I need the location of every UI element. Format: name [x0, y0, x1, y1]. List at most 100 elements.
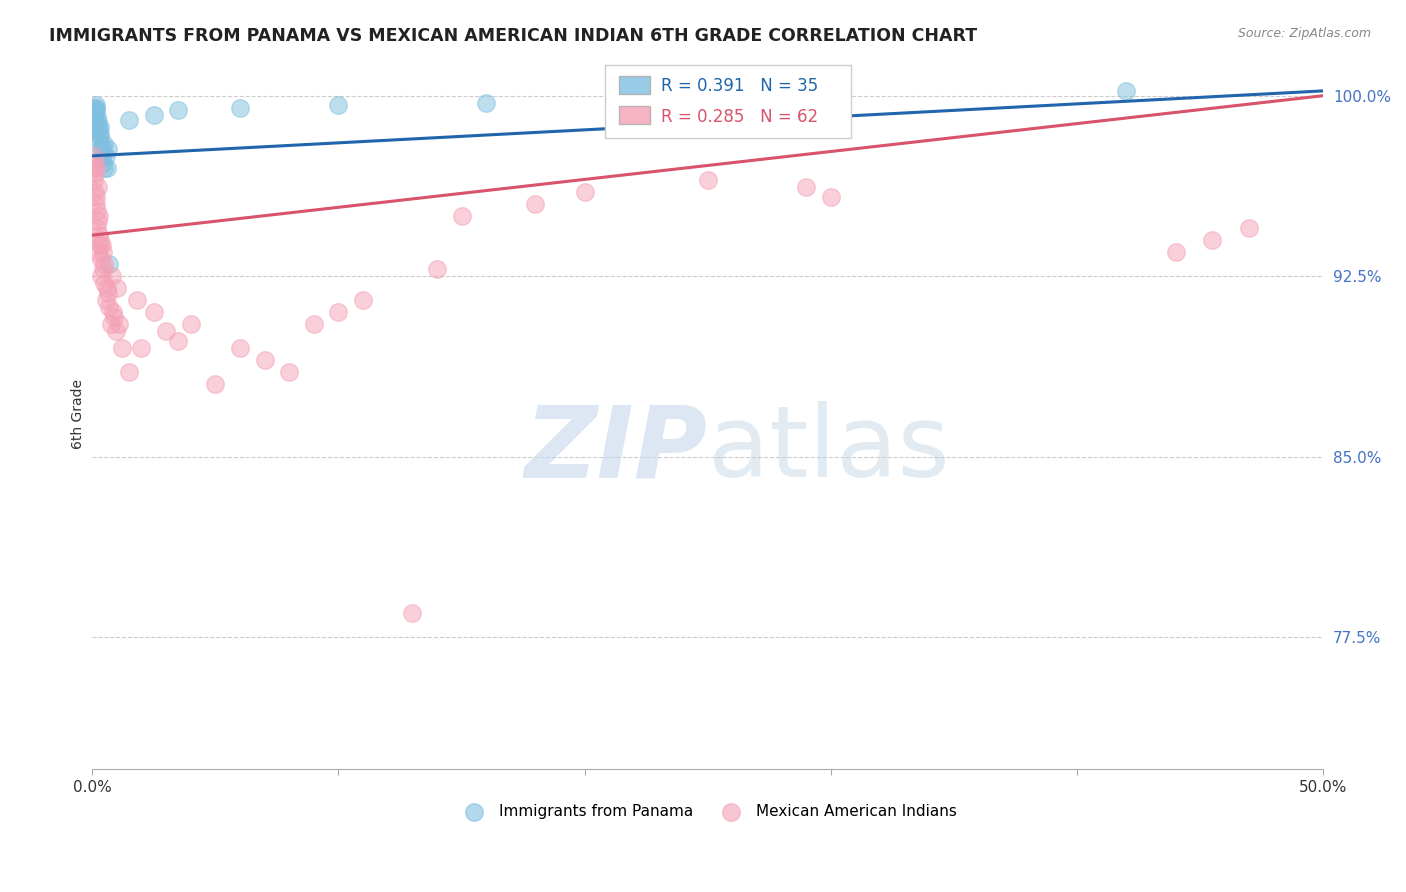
Point [97, 142, 120, 156]
Point [142, 108, 165, 122]
Point [84, 161, 107, 175]
Point [82, 161, 104, 175]
Point [93, 277, 115, 291]
Point [302, 317, 325, 331]
Text: R = 0.285   N = 62: R = 0.285 N = 62 [661, 108, 818, 126]
Point [83, 149, 105, 163]
Point [253, 353, 276, 368]
Point [90, 149, 112, 163]
Point [524, 197, 547, 211]
Point [83, 173, 105, 187]
Point [278, 365, 301, 379]
Point [89, 129, 111, 144]
Point [93, 136, 115, 151]
Point [84, 105, 107, 120]
Point [91, 156, 114, 170]
Point [475, 95, 498, 110]
Point [91, 261, 114, 276]
Point [98, 257, 121, 271]
Point [93, 161, 115, 175]
Point [87, 245, 110, 260]
Point [574, 185, 596, 199]
Point [167, 334, 190, 348]
Point [94, 293, 117, 308]
Point [83, 166, 105, 180]
Text: Source: ZipAtlas.com: Source: ZipAtlas.com [1237, 27, 1371, 40]
Point [91, 139, 114, 153]
Point [820, 190, 842, 204]
Point [89, 120, 111, 134]
Point [86, 118, 108, 132]
Point [87, 115, 110, 129]
Legend: Immigrants from Panama, Mexican American Indians: Immigrants from Panama, Mexican American… [453, 798, 963, 825]
Point [89, 127, 111, 141]
Point [82, 108, 104, 122]
Point [91, 146, 114, 161]
Point [86, 103, 108, 117]
Point [84, 98, 107, 112]
Point [89, 237, 111, 252]
Point [204, 377, 226, 392]
Point [1201, 233, 1223, 247]
Point [142, 305, 165, 319]
Point [86, 214, 108, 228]
Point [83, 101, 105, 115]
Point [108, 317, 131, 331]
Point [105, 281, 128, 295]
Point [229, 101, 252, 115]
Point [83, 112, 105, 127]
Point [155, 325, 177, 339]
Point [328, 305, 350, 319]
Point [180, 317, 202, 331]
Point [84, 185, 107, 199]
Point [111, 341, 134, 355]
Point [450, 209, 472, 223]
Point [91, 237, 114, 252]
Point [101, 269, 124, 284]
Point [94, 149, 117, 163]
Point [86, 221, 108, 235]
Point [87, 209, 110, 223]
Point [96, 161, 118, 175]
Text: R = 0.391   N = 35: R = 0.391 N = 35 [661, 77, 818, 95]
Point [84, 101, 107, 115]
Text: ZIP: ZIP [524, 401, 707, 499]
Point [90, 269, 112, 284]
Point [90, 252, 112, 267]
Point [93, 257, 115, 271]
Point [87, 122, 110, 136]
Point [87, 132, 110, 146]
Point [131, 341, 153, 355]
Point [352, 293, 374, 308]
Point [103, 310, 125, 324]
Point [1115, 84, 1137, 98]
Point [86, 190, 108, 204]
Point [86, 111, 108, 125]
Point [87, 228, 110, 243]
Point [90, 142, 112, 156]
Point [401, 606, 423, 620]
Point [696, 173, 718, 187]
Point [89, 233, 111, 247]
Point [229, 341, 252, 355]
Point [97, 285, 120, 300]
Point [1239, 221, 1261, 235]
Point [87, 180, 110, 194]
Point [84, 156, 107, 170]
Point [98, 301, 121, 315]
Point [118, 112, 141, 127]
Point [623, 101, 645, 115]
Y-axis label: 6th Grade: 6th Grade [72, 379, 86, 450]
Text: atlas: atlas [707, 401, 949, 499]
Point [125, 293, 148, 308]
Point [118, 365, 141, 379]
Point [104, 325, 127, 339]
Point [96, 281, 118, 295]
Point [84, 197, 107, 211]
Point [100, 317, 122, 331]
Point [794, 180, 817, 194]
Point [167, 103, 190, 117]
Point [91, 245, 114, 260]
Point [101, 305, 124, 319]
Point [426, 261, 449, 276]
